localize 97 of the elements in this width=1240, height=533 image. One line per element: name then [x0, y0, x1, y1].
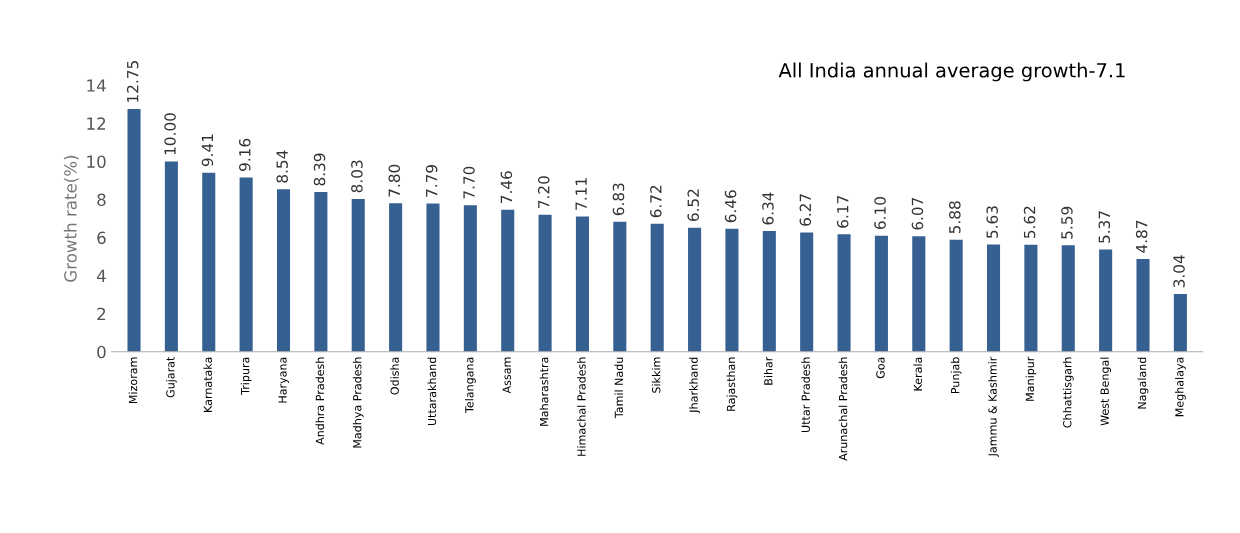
- y-tick-label: 8: [97, 193, 106, 207]
- x-tick-label: Punjab: [950, 357, 962, 394]
- x-tick-label: Kerala: [913, 357, 923, 391]
- x-tick-label: Madhya Pradesh: [352, 357, 364, 448]
- x-tick-label: Tripura: [240, 357, 252, 395]
- data-label: 8.03: [351, 160, 363, 193]
- bar: [949, 239, 963, 352]
- data-label: 6.83: [612, 183, 625, 216]
- x-tick-label: Uttarakhand: [427, 357, 437, 426]
- x-tick-label: Manipur: [1025, 356, 1037, 401]
- data-label: 7.46: [500, 171, 513, 203]
- x-tick-label: Goa: [876, 357, 885, 379]
- x-tick-label: West Bengal: [1100, 357, 1112, 426]
- bar: [463, 205, 477, 352]
- bar: [276, 189, 291, 352]
- data-label: 7.11: [575, 178, 587, 210]
- x-tick-label: Nagaland: [1137, 357, 1149, 409]
- data-label: 6.34: [762, 192, 774, 225]
- data-label: 8.39: [313, 153, 326, 186]
- x-tick-label: Arunachal Pradesh: [838, 357, 848, 461]
- bar: [986, 244, 1001, 352]
- bar: [1024, 244, 1038, 352]
- y-axis-title: Growth rate(%): [63, 155, 79, 282]
- bar: [762, 231, 776, 352]
- x-tick-label: Rajasthan: [726, 357, 738, 411]
- y-tick-label: 0: [97, 345, 106, 359]
- bar: [725, 228, 739, 352]
- x-tick-label: Jammu & Kashmir: [988, 356, 999, 457]
- x-tick-label: Haryana: [278, 357, 289, 403]
- x-tick-label: Tamil Nadu: [614, 357, 624, 419]
- x-tick-label: Jharkhand: [689, 357, 700, 414]
- data-label: 5.37: [1098, 211, 1111, 243]
- x-tick-label: Assam: [502, 357, 511, 394]
- data-label: 5.62: [1023, 206, 1036, 239]
- data-label: 6.07: [911, 197, 924, 230]
- data-label: 6.46: [724, 190, 737, 223]
- y-tick-label: 10: [87, 155, 106, 168]
- data-label: 5.88: [949, 201, 961, 234]
- text: All India annual average growth-7.1: [778, 62, 1125, 82]
- y-tick-label: 12: [87, 117, 106, 130]
- bar: [1099, 249, 1113, 352]
- bar: [501, 209, 515, 352]
- data-label: 5.63: [986, 206, 998, 238]
- bar: [202, 172, 216, 352]
- x-tick-label: Himachal Pradesh: [577, 357, 586, 456]
- bar: [912, 236, 926, 352]
- x-tick-label: Andhra Pradesh: [315, 357, 325, 445]
- bar: [650, 223, 664, 352]
- data-label: 7.79: [425, 164, 438, 197]
- x-tick-label: Meghalaya: [1175, 357, 1186, 417]
- data-label: 9.41: [201, 134, 214, 167]
- x-tick-label: Uttar Pradesh: [801, 357, 810, 433]
- x-tick-label: Gujarat: [166, 356, 177, 398]
- bar: [314, 192, 328, 352]
- data-label: 6.72: [650, 185, 662, 218]
- bar: [688, 227, 702, 352]
- y-tick-label: 14: [87, 79, 106, 92]
- data-label: 12.75: [126, 61, 139, 102]
- y-tick-label: 4: [96, 269, 106, 282]
- data-label: 7.80: [388, 164, 401, 197]
- data-label: 6.27: [799, 194, 812, 226]
- bar: [164, 161, 178, 352]
- bar: [800, 232, 814, 352]
- y-tick-label: 6: [97, 231, 106, 245]
- bar: [874, 235, 888, 352]
- bar: [239, 177, 253, 352]
- bar: [1136, 259, 1150, 352]
- data-label: 3.04: [1173, 255, 1185, 288]
- bar: [127, 109, 141, 352]
- data-label: 4.87: [1135, 220, 1148, 253]
- bar: [1061, 245, 1075, 352]
- x-tick-label: Odisha: [390, 357, 399, 395]
- data-label: 10.00: [164, 113, 176, 155]
- data-label: 6.52: [687, 189, 699, 222]
- data-label: 7.70: [463, 166, 475, 199]
- data-label: 9.16: [239, 138, 251, 171]
- bar: [426, 203, 440, 352]
- x-tick-label: Sikkim: [651, 357, 661, 393]
- data-label: 8.54: [276, 150, 288, 183]
- bar: [575, 216, 589, 352]
- x-tick-label: Bihar: [763, 356, 773, 385]
- data-label: 5.59: [1061, 206, 1073, 239]
- bar: [351, 198, 365, 352]
- bar: [613, 221, 627, 352]
- x-tick-label: Maharashtra: [539, 357, 549, 426]
- data-label: 6.10: [874, 197, 886, 230]
- bar: [389, 203, 403, 352]
- data-label: 6.17: [836, 196, 849, 228]
- x-tick-label: Telangana: [464, 357, 476, 414]
- x-tick-label: Mizoram: [128, 357, 138, 404]
- data-label: 7.20: [537, 176, 550, 208]
- x-tick-label: Karnataka: [203, 357, 212, 412]
- bar: [1173, 293, 1187, 352]
- x-tick-label: Chhattisgarh: [1062, 357, 1074, 428]
- bar: [538, 214, 552, 352]
- bar: [837, 234, 851, 352]
- y-tick-label: 2: [97, 307, 106, 321]
